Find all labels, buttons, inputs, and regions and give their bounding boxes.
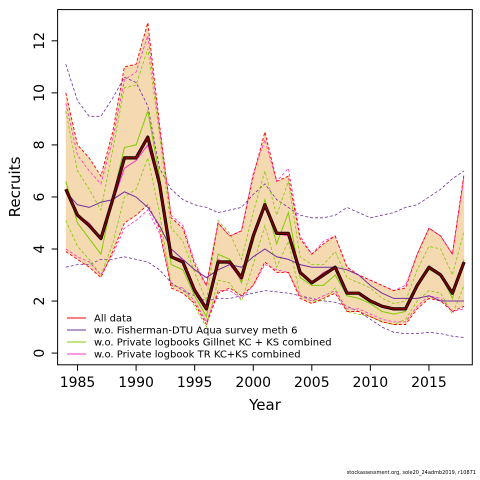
- dashed-upper-0: [65, 64, 465, 219]
- y-tick-label-0: 0: [32, 349, 48, 358]
- series-line-2: [65, 109, 465, 319]
- series-line-1: [65, 191, 465, 302]
- plot-frame: [57, 9, 473, 366]
- legend-label-2: w.o. Private logbooks Gillnet KC + KS co…: [94, 338, 332, 349]
- y-tick-label-10: 10: [32, 84, 48, 102]
- x-tick-label-1995: 1995: [177, 375, 213, 391]
- dashed-lower-0: [65, 256, 465, 338]
- legend-label-3: w.o. Private logbook TR KC+KS combined: [94, 350, 301, 361]
- y-tick-label-4: 4: [32, 244, 48, 253]
- legend-label-0: All data: [94, 314, 132, 325]
- x-tick-label-2000: 2000: [235, 375, 271, 391]
- dashed-lower-1: [65, 156, 465, 329]
- y-axis-title: Recruits: [6, 156, 24, 217]
- x-axis-title: Year: [248, 396, 282, 414]
- y-tick-label-12: 12: [32, 32, 48, 50]
- dashed-lower-2: [65, 209, 465, 323]
- y-tick-label-8: 8: [32, 140, 48, 149]
- y-tick-label-6: 6: [32, 192, 48, 201]
- legend-label-1: w.o. Fisherman-DTU Aqua survey meth 6: [94, 326, 297, 337]
- footer-caption: stockassessment.org, sole20_24admb2019, …: [346, 470, 476, 476]
- x-tick-label-2005: 2005: [294, 375, 330, 391]
- axes: 1985 1990 1995 2000 2005 2010 2015 0 2 4 6 8 10 12: [32, 32, 447, 391]
- band-lower-edge: [65, 204, 465, 326]
- plot-area: [64, 22, 466, 338]
- dashed-upper-2: [65, 35, 465, 292]
- band-upper-edge: [65, 22, 465, 292]
- x-tick-label-2010: 2010: [353, 375, 389, 391]
- dashed-upper-1: [65, 48, 465, 305]
- x-tick-label-1985: 1985: [60, 375, 96, 391]
- main-estimate-line: [64, 136, 465, 310]
- x-tick-label-1990: 1990: [118, 375, 154, 391]
- y-tick-label-2: 2: [32, 297, 48, 306]
- x-tick-label-2015: 2015: [411, 375, 447, 391]
